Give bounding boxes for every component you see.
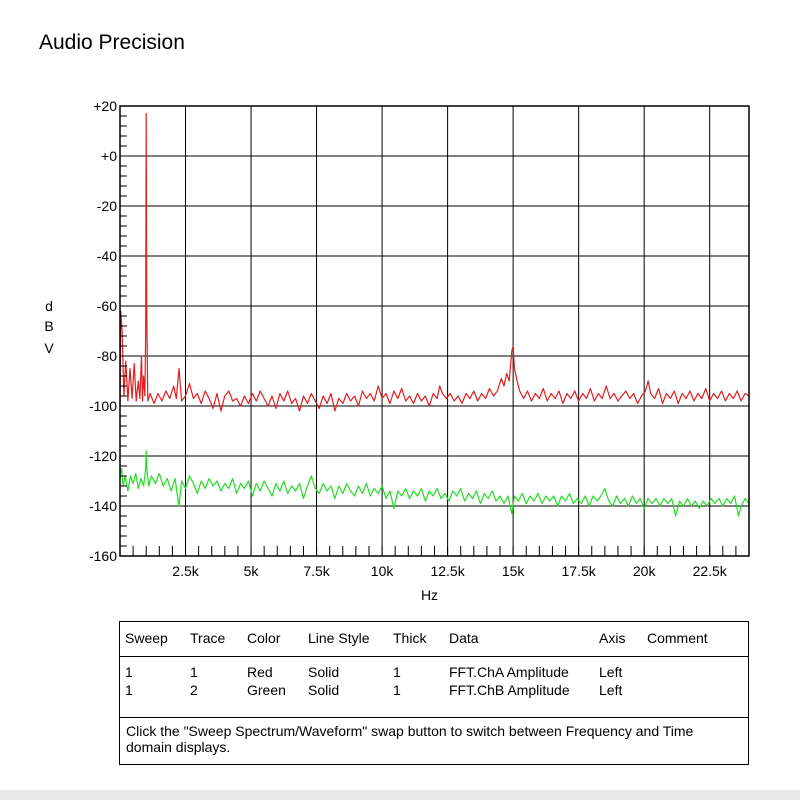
x-tick-label: 17.5k <box>562 563 597 579</box>
chart-series <box>119 112 750 517</box>
trace-legend-table: Sweep Trace Color Line Style Thick Data … <box>119 621 749 765</box>
y-tick-label: -160 <box>89 548 117 564</box>
bottom-bar <box>0 790 800 800</box>
legend-cell-line-style: Solid <box>308 682 340 698</box>
legend-header-color: Color <box>247 630 281 646</box>
legend-cell-line-style: Solid <box>308 664 340 680</box>
y-axis-label-char: B <box>44 318 54 334</box>
y-axis-label-char: d <box>45 298 53 314</box>
legend-cell-color: Green <box>247 682 286 698</box>
legend-header-sweep: Sweep <box>125 630 168 646</box>
chart-title: Audio Precision <box>39 31 185 54</box>
x-tick-label: 2.5k <box>172 563 199 579</box>
legend-cell-axis: Left <box>599 682 623 698</box>
legend-cell-color: Red <box>247 664 273 680</box>
legend-cell-data: FFT.ChB Amplitude <box>449 682 570 698</box>
series-line-green <box>119 450 750 517</box>
legend-cell-sweep: 1 <box>125 664 133 680</box>
x-tick-label: 7.5k <box>303 563 330 579</box>
legend-cell-sweep: 1 <box>125 682 133 698</box>
y-tick-label: -100 <box>89 398 117 414</box>
y-tick-label: -140 <box>89 498 117 514</box>
y-tick-label: +20 <box>93 98 117 114</box>
legend-header-line-style: Line Style <box>308 630 370 646</box>
x-axis-label: Hz <box>421 587 438 603</box>
chart-tick-labels: +20 +0 -20 -40 -60 -80 -100 -120 -140 -160 2.5k 5k 7… <box>89 98 728 603</box>
y-tick-label: -20 <box>97 198 117 214</box>
y-tick-label: -120 <box>89 448 117 464</box>
chart-ticks <box>119 105 750 557</box>
x-tick-label: 5k <box>244 563 260 579</box>
legend-cell-thick: 1 <box>393 664 401 680</box>
legend-header-axis: Axis <box>599 630 626 646</box>
chart-grid <box>120 105 749 557</box>
y-tick-label: -40 <box>97 248 117 264</box>
spectrum-chart: +20 +0 -20 -40 -60 -80 -100 -120 -140 -160 2.5k 5k 7… <box>89 98 750 603</box>
y-tick-label: +0 <box>101 148 117 164</box>
x-tick-label: 15k <box>502 563 526 579</box>
y-tick-label: -80 <box>97 348 117 364</box>
x-tick-label: 12.5k <box>430 563 465 579</box>
x-tick-label: 10k <box>371 563 395 579</box>
legend-cell-axis: Left <box>599 664 623 680</box>
legend-header-trace: Trace <box>190 630 226 646</box>
legend-cell-trace: 1 <box>190 664 198 680</box>
legend-cell-trace: 2 <box>190 682 198 698</box>
series-line-red <box>119 112 750 412</box>
legend-header-row: Sweep Trace Color Line Style Thick Data … <box>120 622 748 657</box>
x-tick-label: 20k <box>633 563 657 579</box>
y-tick-label: -60 <box>97 298 117 314</box>
plot-frame <box>119 105 750 557</box>
x-tick-label: 22.5k <box>693 563 728 579</box>
legend-footer-note: Click the "Sweep Spectrum/Waveform" swap… <box>120 717 748 765</box>
legend-cell-data: FFT.ChA Amplitude <box>449 664 569 680</box>
legend-header-thick: Thick <box>393 630 427 646</box>
y-axis-label-char: V <box>44 340 54 356</box>
legend-header-data: Data <box>449 630 479 646</box>
legend-header-comment: Comment <box>647 630 708 646</box>
legend-cell-thick: 1 <box>393 682 401 698</box>
